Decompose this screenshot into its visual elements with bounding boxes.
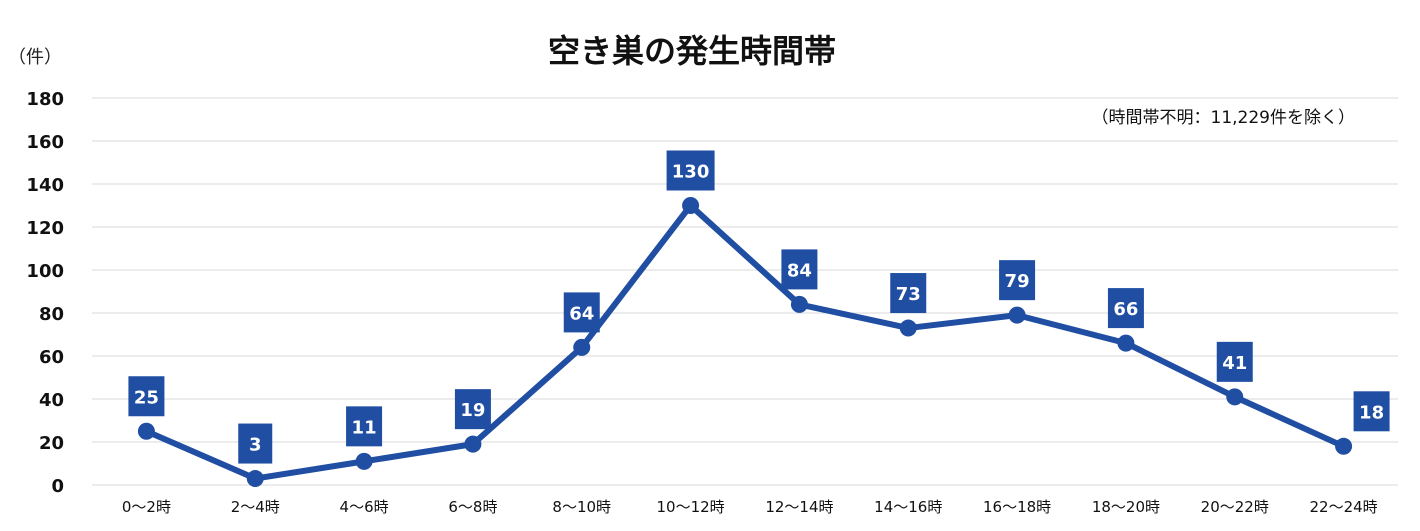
y-tick-label: 40	[39, 390, 64, 411]
data-label: 25	[134, 387, 159, 408]
data-label-box	[563, 292, 600, 333]
y-tick-label: 160	[26, 132, 64, 153]
data-point	[682, 197, 700, 214]
data-label: 19	[460, 400, 485, 421]
x-tick-label: 8～10時	[552, 498, 611, 516]
chart-note: （時間帯不明：11,229件を除く）	[1092, 108, 1355, 128]
y-tick-label: 20	[39, 433, 64, 454]
data-label: 79	[1005, 271, 1030, 292]
data-label-box	[346, 406, 383, 447]
data-points	[137, 197, 1353, 488]
y-tick-label: 0	[51, 476, 64, 497]
data-label-box	[781, 249, 818, 290]
data-point	[1008, 306, 1026, 324]
data-point	[246, 470, 264, 488]
data-label: 84	[787, 260, 812, 281]
y-tick-label: 80	[39, 304, 64, 325]
x-tick-label: 0～2時	[122, 498, 171, 516]
x-tick-label: 6～8時	[448, 498, 497, 516]
grid-lines	[92, 97, 1398, 486]
y-tick-label: 60	[39, 347, 64, 368]
data-label: 64	[569, 303, 594, 324]
x-tick-label: 4～6時	[340, 498, 389, 516]
data-label-box	[454, 389, 491, 430]
x-tick-label: 20～22時	[1201, 498, 1269, 516]
data-labels: 25 3 11 19 64 130 84 73 79 66 41 18	[128, 150, 1390, 464]
data-label-box	[890, 273, 927, 314]
y-tick-label: 100	[26, 261, 64, 282]
data-label: 130	[672, 162, 710, 183]
data-label-box	[1216, 341, 1253, 382]
x-tick-label: 18～20時	[1092, 498, 1160, 516]
x-tick-label: 10～12時	[656, 498, 724, 516]
y-axis-label: （件）	[8, 47, 62, 68]
x-tick-label: 12～14時	[765, 498, 833, 516]
data-label: 66	[1113, 299, 1138, 320]
data-point	[1117, 334, 1135, 352]
data-label: 18	[1359, 402, 1384, 423]
data-label-box	[1107, 288, 1144, 329]
data-point	[1226, 388, 1244, 406]
data-label: 73	[896, 284, 921, 305]
data-point	[1335, 437, 1353, 455]
data-point	[899, 319, 917, 337]
x-tick-label: 14～16時	[874, 498, 942, 516]
data-label-box	[128, 376, 165, 417]
data-label: 3	[249, 435, 262, 456]
x-tick-label: 22～24時	[1309, 498, 1377, 516]
x-tick-label: 2～4時	[231, 498, 280, 516]
x-axis-ticks: 0～2時 2～4時 4～6時 6～8時 8～10時 10～12時 12～14時 14～16時 1…	[122, 498, 1378, 516]
data-label-box	[1353, 391, 1390, 432]
y-tick-label: 120	[26, 218, 64, 239]
data-label-box	[666, 150, 715, 191]
data-label: 41	[1222, 353, 1247, 374]
series-line	[143, 202, 1347, 482]
data-label-box	[999, 260, 1036, 301]
y-tick-label: 180	[26, 89, 64, 110]
data-point	[464, 435, 482, 453]
y-axis-ticks: 0 20 40 60 80 100 120 140 160 180	[26, 89, 64, 497]
data-point	[137, 422, 155, 440]
data-point	[355, 452, 373, 470]
data-point	[573, 338, 591, 356]
data-point	[790, 295, 808, 313]
chart-title: 空き巣の発生時間帯	[548, 32, 836, 70]
data-label: 11	[352, 417, 377, 438]
x-tick-label: 16～18時	[983, 498, 1051, 516]
y-tick-label: 140	[26, 175, 64, 196]
data-label-box	[238, 423, 273, 464]
